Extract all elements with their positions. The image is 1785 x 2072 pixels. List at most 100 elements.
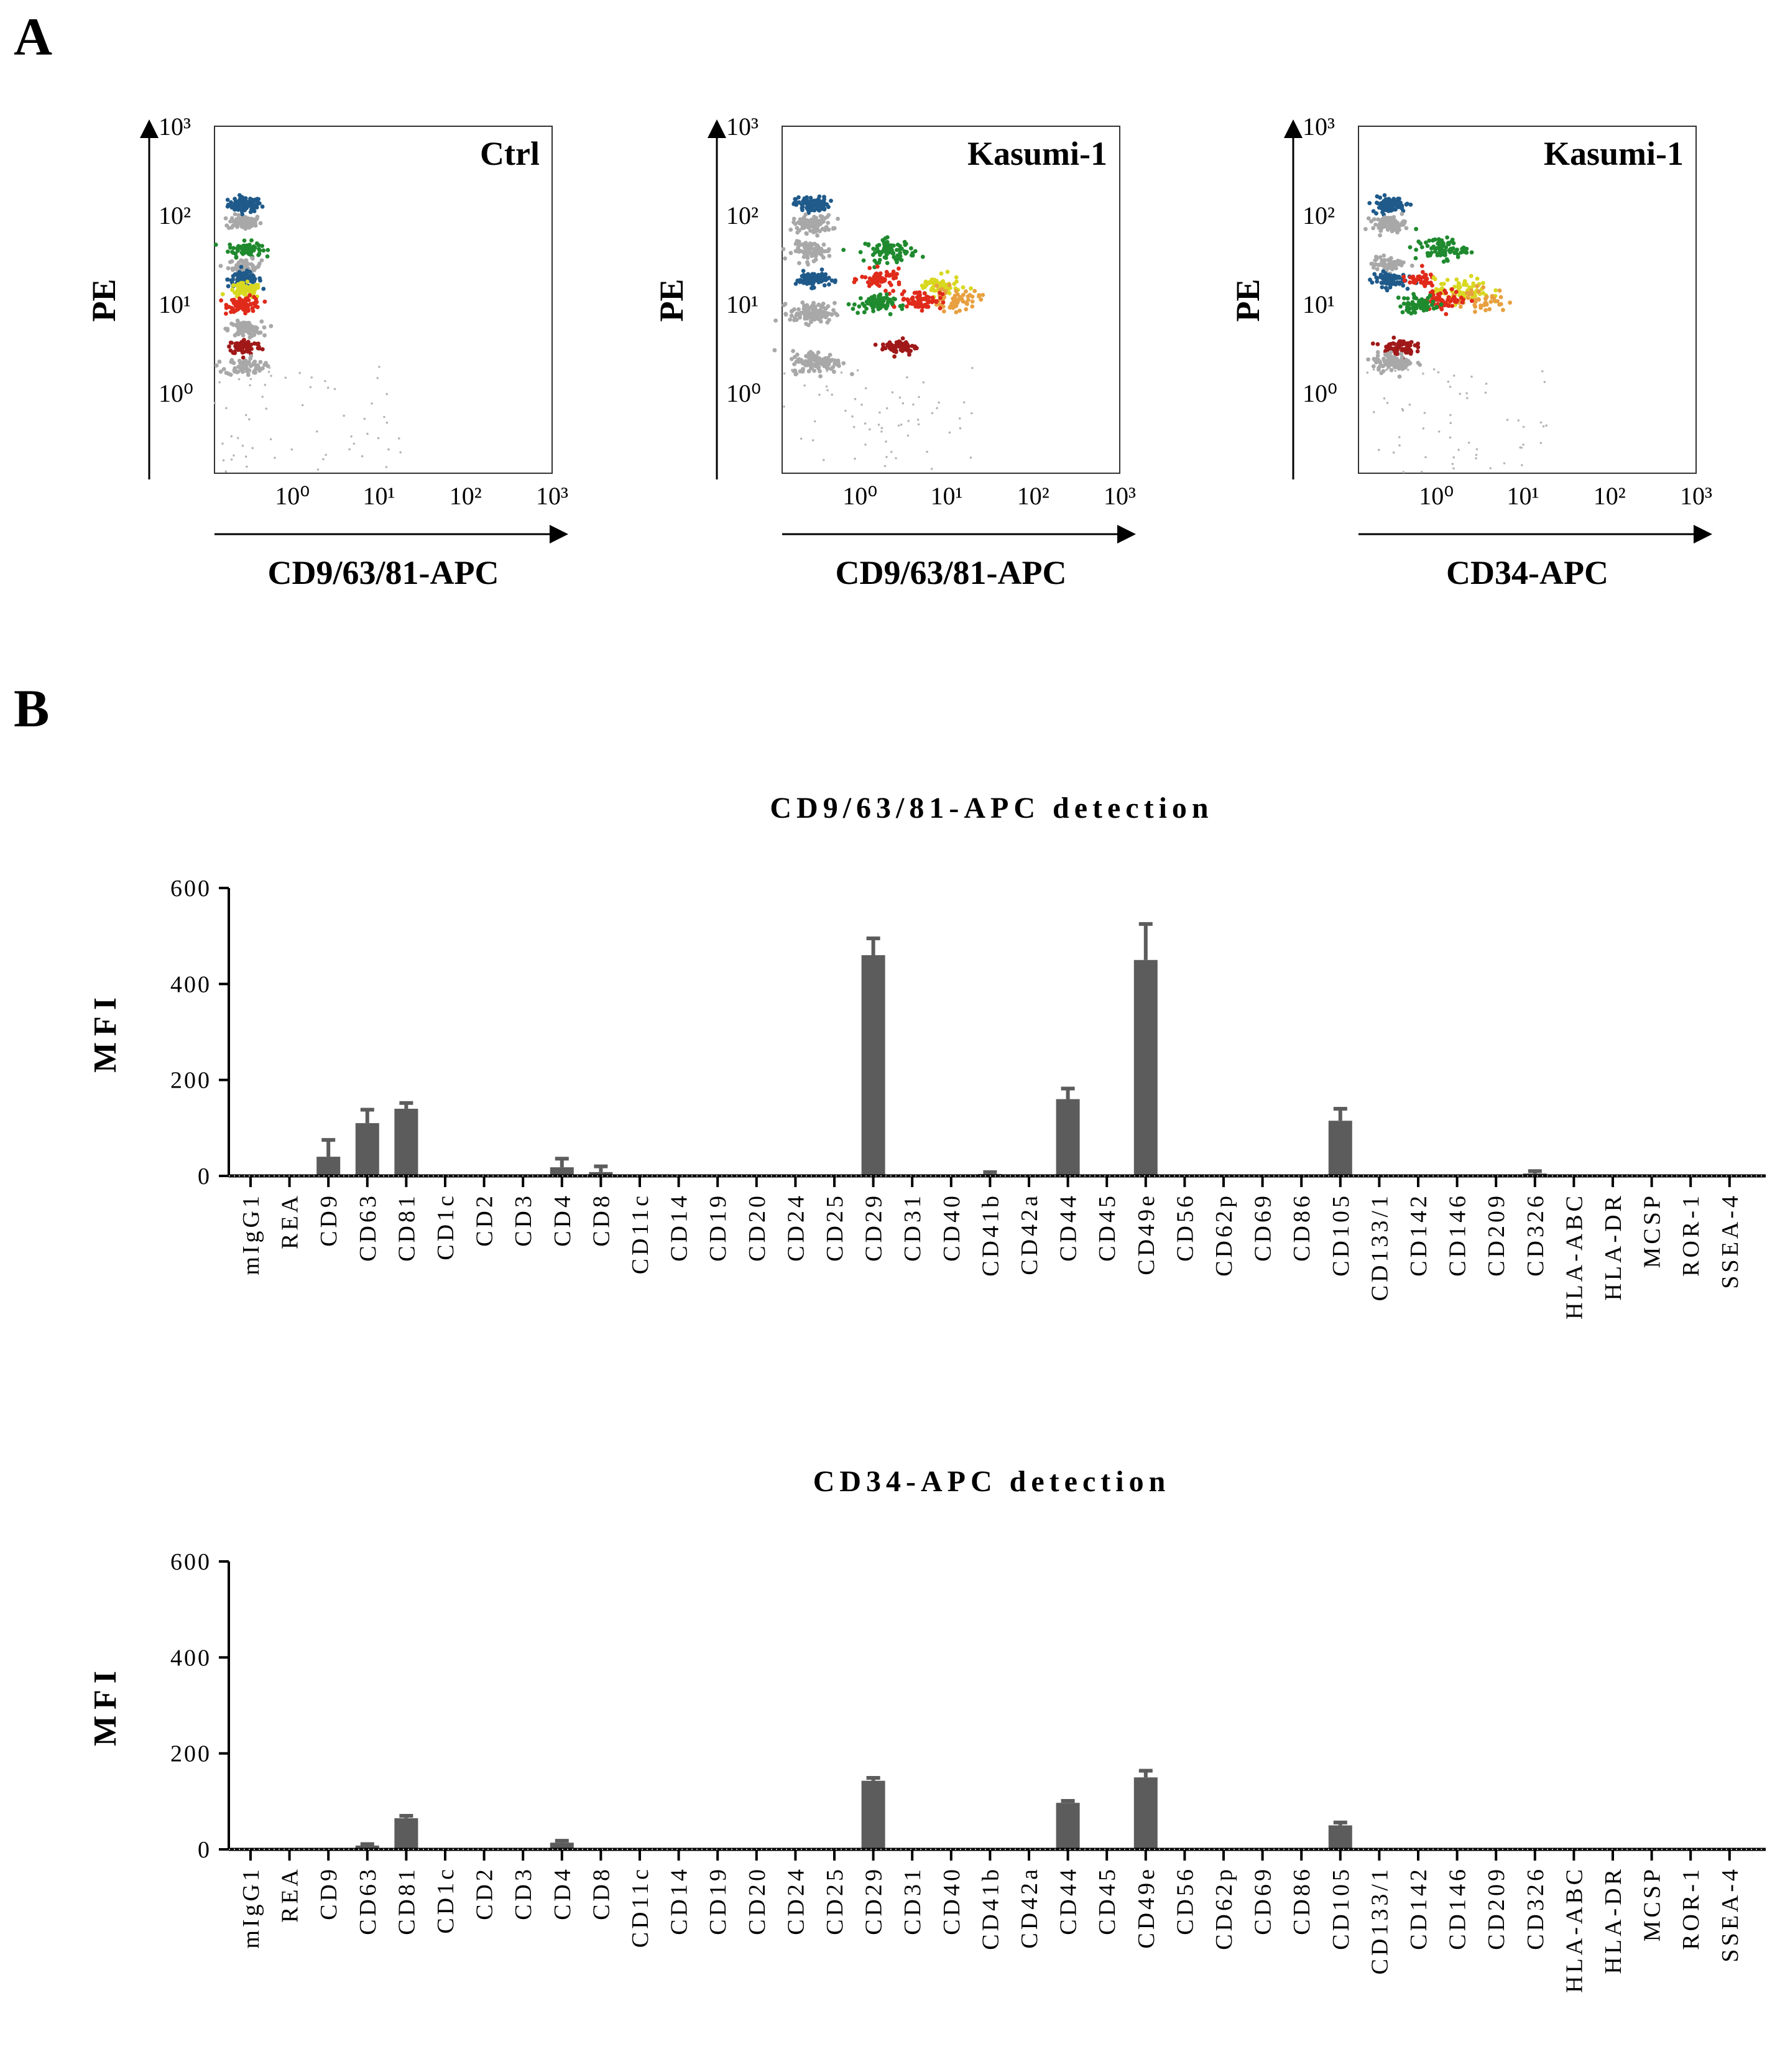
flow-event-sparse	[261, 395, 264, 398]
flow-event-sparse	[856, 369, 859, 372]
flow-event	[818, 369, 822, 374]
flow-event	[822, 249, 827, 254]
flow-event	[1404, 305, 1409, 309]
flow-event	[851, 307, 856, 311]
flow-event	[1432, 277, 1437, 282]
flow-event	[1374, 275, 1379, 280]
x-tick-label: CD2	[472, 1193, 498, 1247]
flow-event	[806, 208, 811, 212]
flow-event-sparse	[224, 470, 228, 473]
flow-event	[885, 300, 890, 304]
flow-event	[262, 325, 267, 330]
flow-event-sparse	[222, 459, 225, 462]
x-tick-label: 10³	[536, 482, 568, 510]
flow-event	[803, 212, 808, 217]
flow-event	[1398, 362, 1403, 367]
flow-event-sparse	[284, 376, 287, 379]
flow-event	[1449, 248, 1454, 253]
flow-event	[1462, 249, 1466, 254]
flow-event	[233, 303, 238, 308]
flow-event	[878, 300, 883, 305]
x-tick-label: HLA-DR	[1600, 1193, 1626, 1301]
flow-event	[1371, 364, 1376, 369]
flow-event	[228, 260, 233, 264]
flow-event	[783, 256, 787, 261]
flow-event	[867, 300, 871, 305]
x-tick-label: CD40	[939, 1193, 965, 1262]
flow-event	[1488, 300, 1493, 304]
flow-event	[1381, 253, 1386, 258]
flow-event	[255, 341, 259, 346]
flow-event	[258, 221, 263, 226]
flow-event	[226, 266, 231, 271]
flow-event-sparse	[1465, 392, 1468, 395]
flow-event	[256, 252, 261, 257]
flow-event	[902, 297, 906, 301]
flow-event	[1473, 310, 1477, 314]
flow-event	[850, 372, 854, 376]
flow-event	[1419, 245, 1424, 249]
flow-event-sparse	[241, 445, 244, 447]
flow-event-sparse	[877, 423, 880, 426]
x-tick-label: CD86	[1289, 1193, 1315, 1262]
flow-event	[821, 312, 826, 317]
flow-event	[883, 243, 888, 247]
flow-event-sparse	[948, 431, 951, 434]
flow-event	[908, 301, 913, 306]
flow-event	[898, 303, 903, 308]
flow-event	[247, 331, 252, 336]
bar	[550, 1843, 574, 1849]
flow-event	[1416, 274, 1421, 279]
flow-event	[882, 346, 887, 351]
flow-event	[1425, 244, 1430, 248]
flow-event	[898, 247, 902, 252]
flow-event	[1366, 357, 1371, 362]
x-tick-label: CD11c	[627, 1866, 653, 1948]
flow-event	[1493, 288, 1498, 293]
flow-event-sparse	[1447, 381, 1450, 383]
flow-event	[872, 279, 877, 284]
flow-event	[1444, 312, 1449, 317]
x-axis-label: CD34-APC	[1446, 554, 1608, 591]
flow-event	[800, 220, 804, 225]
flow-event	[811, 280, 816, 285]
flow-event	[934, 284, 939, 288]
flow-event	[954, 303, 959, 308]
flow-event	[226, 249, 230, 254]
flow-event	[260, 204, 265, 209]
flow-event	[866, 242, 871, 247]
x-tick-label: CD45	[1094, 1193, 1120, 1262]
flow-event	[262, 333, 267, 338]
flow-event	[819, 277, 823, 282]
flow-event	[233, 212, 238, 216]
flow-event	[231, 283, 236, 288]
flow-event	[969, 286, 973, 291]
flow-event	[1477, 297, 1482, 302]
flow-event	[823, 273, 828, 277]
flow-event	[922, 291, 927, 296]
flow-event	[1387, 345, 1392, 349]
flow-event	[818, 313, 823, 317]
flow-event-sparse	[936, 407, 938, 410]
flow-event-sparse	[1452, 467, 1455, 470]
flow-event	[1396, 274, 1401, 279]
y-tick-label: 10⁰	[159, 379, 193, 407]
flow-event	[939, 271, 944, 276]
flow-event-sparse	[962, 401, 966, 404]
y-axis-label: PE	[85, 279, 122, 321]
flow-event	[813, 251, 818, 256]
y-tick-label: 10²	[159, 201, 191, 229]
flow-event	[238, 323, 242, 328]
flow-event	[1375, 350, 1380, 354]
flow-event	[1497, 288, 1502, 293]
flow-event	[1381, 356, 1386, 361]
x-tick-label: CD1c	[433, 1193, 459, 1260]
flow-event	[245, 279, 250, 284]
flow-event-sparse	[971, 367, 974, 369]
flow-event	[821, 243, 826, 247]
x-axis-label: CD9/63/81-APC	[268, 554, 499, 591]
flow-event-sparse	[1506, 419, 1509, 421]
flow-event	[979, 297, 984, 302]
flow-event	[1400, 211, 1404, 216]
flow-event	[801, 274, 806, 279]
